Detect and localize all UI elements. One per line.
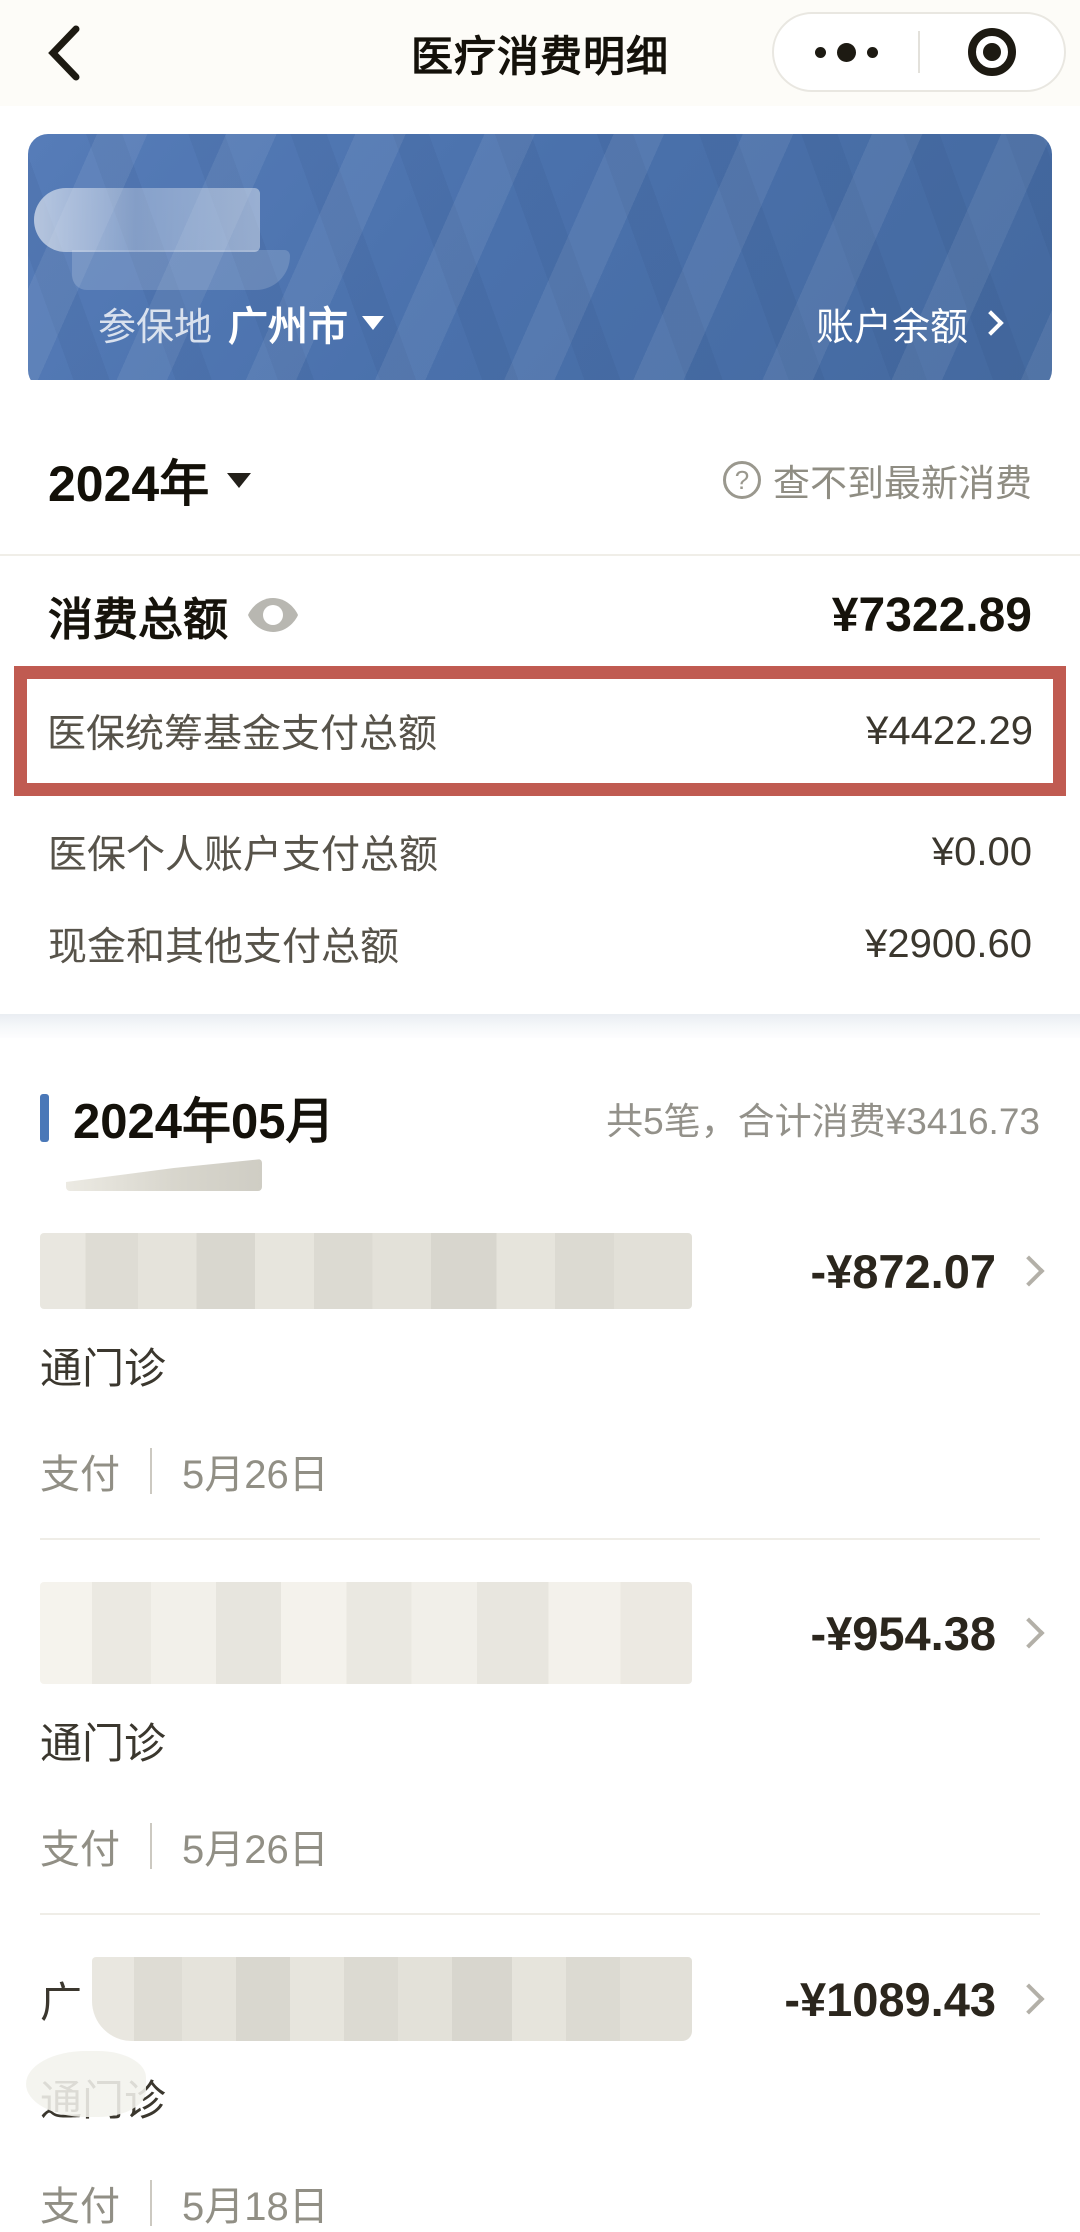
more-dots-icon [814, 42, 878, 62]
total-spend-label: 消费总额 [48, 593, 229, 645]
chevron-left-icon [48, 25, 80, 81]
transaction-type: 通门诊 [40, 1720, 167, 1767]
transaction-type: 通门诊 [26, 2051, 166, 2128]
close-home-button[interactable] [920, 14, 1064, 90]
transaction-status: 支付 [40, 2185, 120, 2229]
meta-divider [150, 1448, 152, 1494]
transaction-amount: -¥954.38 [810, 1606, 996, 1660]
miniprogram-capsule [772, 12, 1066, 92]
total-spend-value: ¥7322.89 [831, 588, 1032, 642]
month-section: 2024年05月 共5笔，合计消费¥3416.73 -¥872.07 通门诊 支… [0, 1038, 1080, 2232]
transaction-date: 5月26日 [182, 1828, 329, 1872]
chevron-right-icon [978, 310, 1004, 336]
region-selector[interactable]: 参保地 广州市 [98, 294, 385, 352]
transaction-row[interactable]: -¥872.07 通门诊 支付 5月26日 [40, 1191, 1045, 1540]
insurance-banner: 参保地 广州市 账户余额 [28, 134, 1052, 390]
chevron-right-icon [1013, 1255, 1045, 1287]
transaction-amount: -¥1089.43 [784, 1972, 996, 2026]
summary-card: 2024年 ? 查不到最新消费 消费总额 ¥7322.89 医保统筹基金支付总额… [0, 380, 1080, 1014]
divider [0, 554, 1080, 556]
transaction-row[interactable]: 广 -¥1089.43 通门诊 支付 5月18日 [26, 1915, 1045, 2232]
page-title: 医疗消费明细 [410, 32, 669, 80]
divider [40, 1913, 1040, 1915]
highlight-annotation-box: 医保统筹基金支付总额 ¥4422.29 [14, 666, 1066, 796]
chevron-right-icon [1013, 1983, 1045, 2015]
account-balance-link[interactable]: 账户余额 [816, 296, 1004, 351]
capsule-divider [918, 31, 920, 73]
year-selector[interactable]: 2024年 [48, 444, 252, 516]
visible-name-char: 广 [40, 1978, 83, 2026]
month-accent-bar [40, 1093, 49, 1142]
meta-divider [150, 1823, 152, 1869]
transaction-status: 支付 [40, 1453, 120, 1497]
summary-row-cash-other: 现金和其他支付总额 ¥2900.60 [48, 921, 1032, 970]
transaction-status: 支付 [40, 1828, 120, 1872]
section-gap [0, 1014, 1080, 1038]
transaction-amount: -¥872.07 [810, 1244, 996, 1298]
transaction-date: 5月26日 [182, 1453, 329, 1497]
meta-divider [150, 2180, 152, 2226]
redacted-hospital-blob [40, 1582, 692, 1684]
eye-icon[interactable] [248, 598, 299, 632]
more-button[interactable] [774, 14, 918, 90]
transaction-date: 5月18日 [182, 2185, 329, 2229]
chevron-right-icon [1013, 1617, 1045, 1649]
back-button[interactable] [36, 22, 92, 84]
app-bar: 医疗消费明细 [0, 0, 1080, 106]
triangle-down-icon [227, 472, 252, 488]
question-circle-icon: ? [723, 461, 761, 499]
region-label: 参保地 [98, 306, 213, 349]
transaction-row[interactable]: -¥954.38 通门诊 支付 5月26日 [40, 1540, 1045, 1915]
summary-row-pooled-fund: 医保统筹基金支付总额 ¥4422.29 [47, 708, 1033, 757]
divider [40, 1538, 1040, 1540]
redacted-overlay-blob [26, 2051, 146, 2117]
transaction-type: 通门诊 [40, 1345, 167, 1392]
region-value: 广州市 [228, 305, 349, 349]
redacted-name-blob-tail [72, 250, 290, 290]
month-summary: 共5笔，合计消费¥3416.73 [606, 1100, 1040, 1142]
redacted-name-blob [34, 188, 260, 252]
capsule-target-icon [968, 28, 1016, 76]
summary-row-personal-account: 医保个人账户支付总额 ¥0.00 [48, 829, 1032, 878]
month-title: 2024年05月 [73, 1095, 335, 1149]
missing-consumption-help[interactable]: ? 查不到最新消费 [723, 453, 1032, 507]
redacted-hospital-blob [92, 1957, 693, 2041]
redacted-smudge [66, 1159, 262, 1191]
redacted-hospital-blob [40, 1233, 692, 1309]
triangle-down-icon [362, 316, 385, 330]
